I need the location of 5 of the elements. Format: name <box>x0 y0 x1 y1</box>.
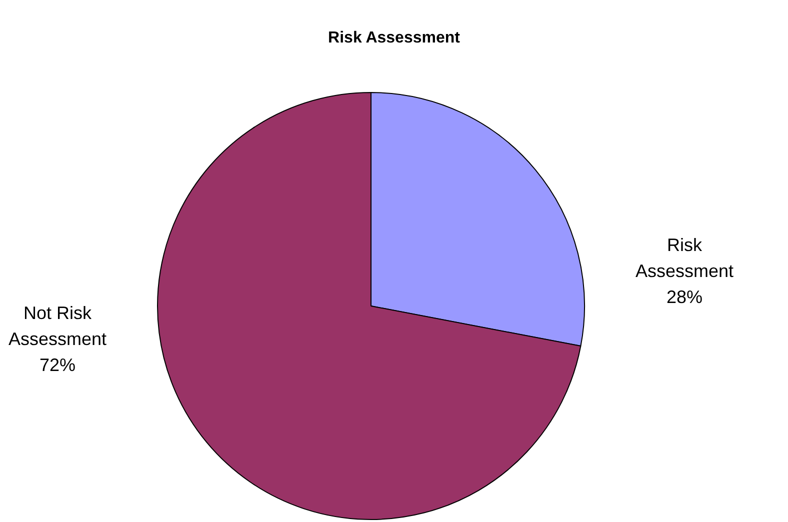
chart-title: Risk Assessment <box>328 29 461 46</box>
data-label: 72% <box>39 354 76 375</box>
slice-label: Risk Assessment <box>635 234 734 281</box>
slice-label: Not Risk Assessment <box>8 302 107 349</box>
data-label: 28% <box>666 286 703 307</box>
